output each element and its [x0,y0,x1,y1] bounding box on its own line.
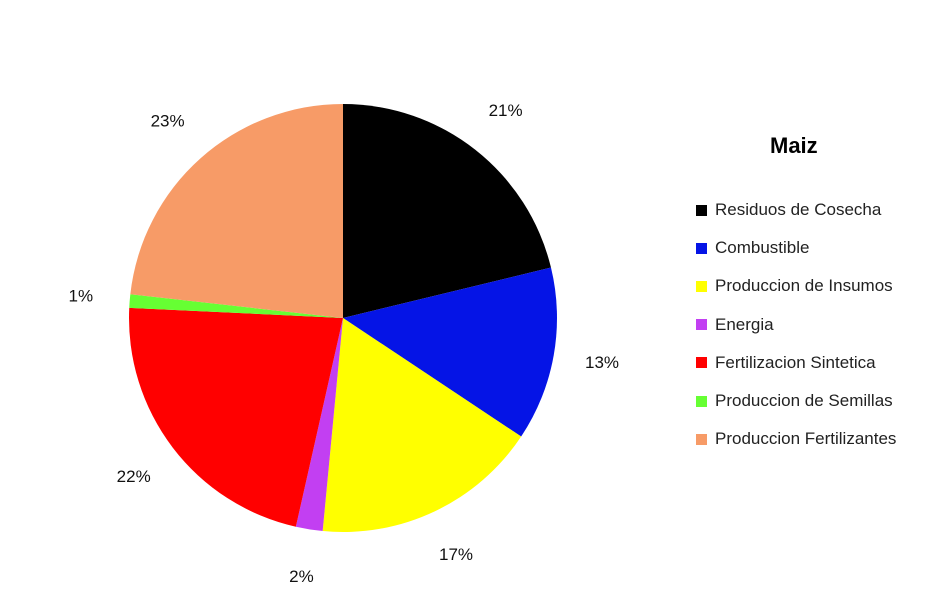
legend-label: Produccion Fertilizantes [715,429,897,449]
legend-swatch [696,204,707,216]
data-label-produccion-fertilizantes: 23% [151,111,185,130]
pie-slice-fertilizacion-sintetica [128,307,343,527]
pie-slice-residuos-de-cosecha [343,104,551,318]
legend-list: Residuos de Cosecha Combustible Produccion… [696,191,936,458]
pie-slice-combustible [343,267,558,437]
legend-label: Residuos de Cosecha [715,200,882,220]
legend-swatch [696,242,707,254]
legend-item-energia: Energia [696,306,936,344]
legend-label: Energia [715,314,774,334]
data-label-fertilizacion-sintetica: 22% [117,467,151,486]
pie-slice-energia [295,318,343,532]
legend-item-combustible: Combustible [696,229,936,267]
legend-item-produccion-fertilizantes: Produccion Fertilizantes [696,420,936,458]
pie-slice-produccion-de-semillas [129,294,343,318]
legend-label: Produccion de Insumos [715,276,893,296]
pie-slice-produccion-de-insumos [322,318,522,532]
data-label-energia: 2% [289,567,314,586]
data-label-combustible: 13% [585,353,619,372]
pie-labels: 21% 13% 17% 2% 22% 1% 23% [69,101,620,586]
legend-item-fertilizacion-sintetica: Fertilizacion Sintetica [696,344,936,382]
legend-item-produccion-de-insumos: Produccion de Insumos [696,267,936,305]
data-label-residuos-de-cosecha: 21% [489,101,523,120]
legend-swatch [696,395,707,407]
legend: Maiz Residuos de Cosecha Combustible Produ… [696,131,936,458]
pie-slices [128,103,558,532]
legend-swatch [696,319,707,331]
data-label-produccion-de-insumos: 17% [439,545,473,564]
data-label-produccion-de-semillas: 1% [69,287,94,306]
legend-item-produccion-de-semillas: Produccion de Semillas [696,382,936,420]
legend-swatch [696,433,707,445]
pie-slice-produccion-fertilizantes [130,103,343,318]
legend-label: Combustible [715,238,810,258]
chart-title: Maiz [770,133,818,158]
legend-item-residuos-de-cosecha: Residuos de Cosecha [696,191,936,229]
legend-label: Fertilizacion Sintetica [715,352,876,372]
legend-label: Produccion de Semillas [715,391,893,411]
legend-swatch [696,280,707,292]
legend-swatch [696,357,707,369]
